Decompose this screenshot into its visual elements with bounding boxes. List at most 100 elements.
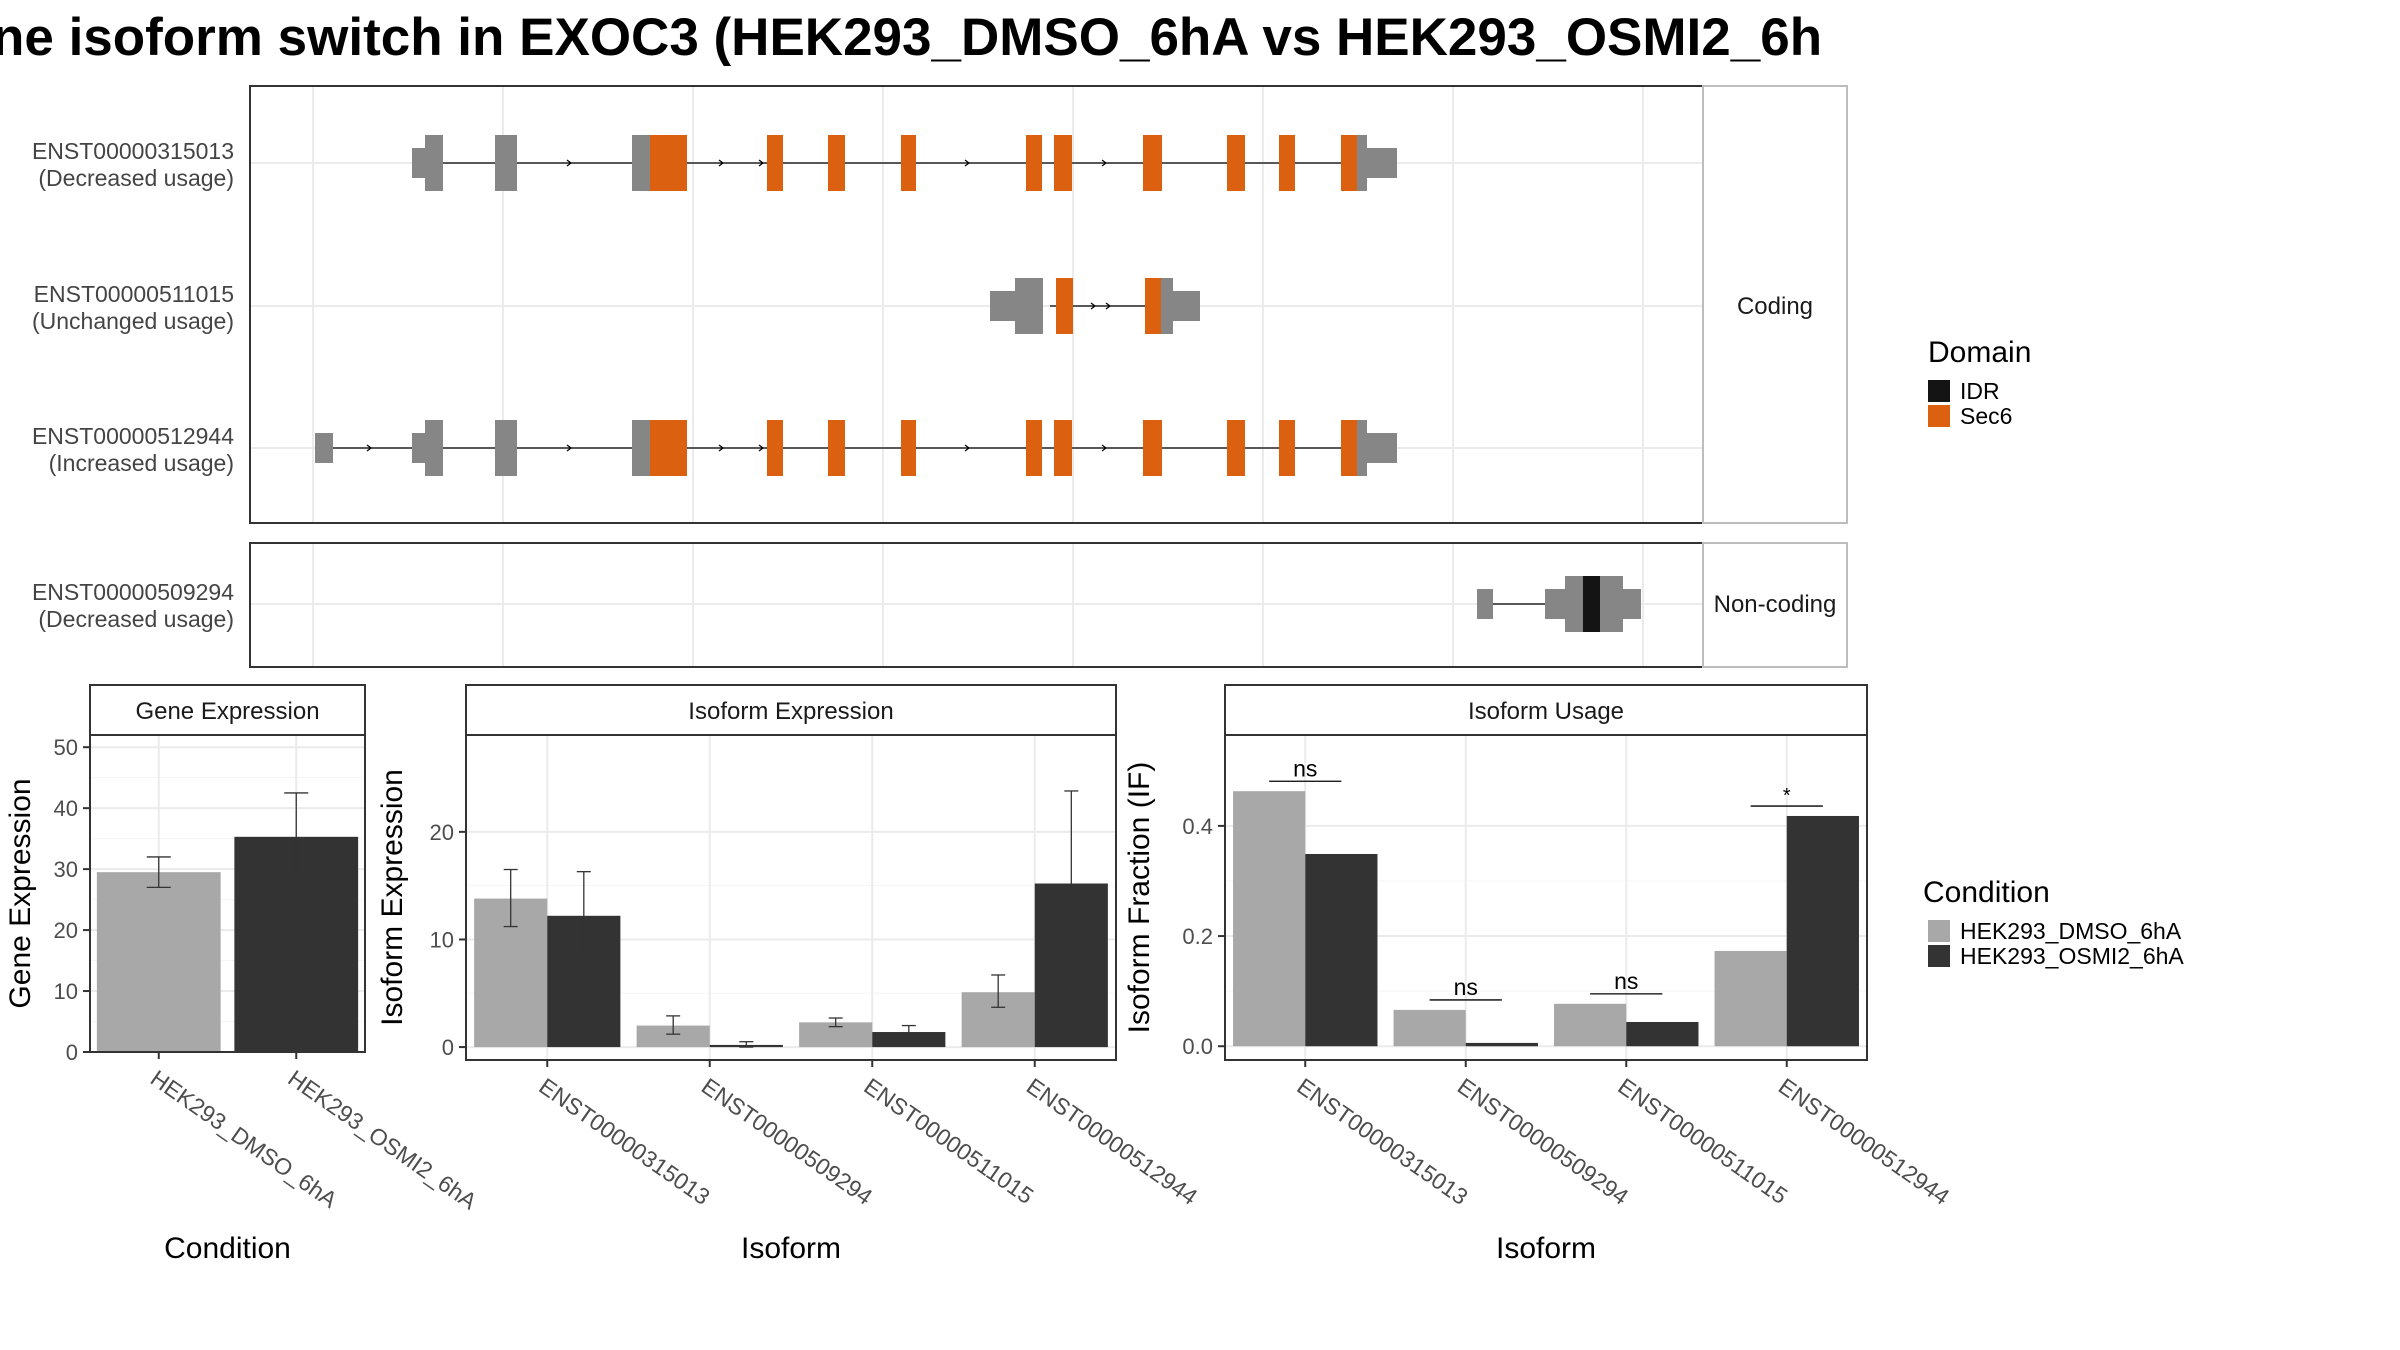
legend-swatch-osmi2 bbox=[1928, 945, 1950, 967]
sec6-domain-exon bbox=[1227, 420, 1245, 476]
exon bbox=[1565, 576, 1583, 632]
direction-arrow bbox=[1090, 302, 1096, 310]
facet-strip-label: Non-coding bbox=[1714, 591, 1837, 618]
legend-swatch-sec6 bbox=[1928, 405, 1950, 427]
direction-arrow bbox=[964, 444, 970, 452]
exon bbox=[1545, 589, 1565, 619]
direction-arrow bbox=[1101, 444, 1107, 452]
bar-osmi2 bbox=[1626, 1021, 1699, 1047]
sec6-domain-exon bbox=[767, 135, 783, 191]
y-tick-label: 40 bbox=[54, 796, 78, 821]
isoform-usage-label: (Unchanged usage) bbox=[32, 308, 234, 334]
facet-strip-label: Isoform Expression bbox=[688, 698, 893, 725]
y-axis-title: Gene Expression bbox=[4, 778, 37, 1008]
sec6-domain-exon bbox=[1056, 278, 1073, 334]
direction-arrow bbox=[718, 159, 724, 167]
sec6-domain-exon bbox=[1341, 420, 1357, 476]
exon bbox=[1015, 278, 1043, 334]
exon bbox=[1477, 589, 1493, 619]
bar-dmso bbox=[636, 1025, 710, 1048]
bar-dmso bbox=[1554, 1003, 1627, 1047]
sec6-domain-exon bbox=[901, 135, 916, 191]
y-tick-label: 0.2 bbox=[1182, 924, 1213, 949]
facet-strip bbox=[1702, 542, 1848, 668]
bar-dmso bbox=[1393, 1009, 1466, 1047]
y-tick-label: 10 bbox=[54, 979, 78, 1004]
bar-osmi2 bbox=[1305, 853, 1378, 1047]
x-tick-label: ENST00000315013 bbox=[534, 1073, 714, 1210]
facet-strip bbox=[1702, 85, 1848, 524]
y-tick-label: 10 bbox=[430, 927, 454, 952]
sec6-domain-exon bbox=[1145, 278, 1161, 334]
isoform-id-label: ENST00000509294 bbox=[32, 579, 234, 605]
direction-arrow bbox=[566, 444, 572, 452]
isoform-id-label: ENST00000511015 bbox=[34, 281, 234, 307]
exon bbox=[1367, 148, 1397, 178]
facet-strip-label: Isoform Usage bbox=[1468, 698, 1624, 725]
sec6-domain-exon bbox=[901, 420, 916, 476]
sec6-domain-exon bbox=[767, 420, 783, 476]
facet-strip-label: Coding bbox=[1737, 293, 1813, 320]
legend-label-idr: IDR bbox=[1960, 378, 2000, 404]
x-axis-title: Isoform bbox=[1496, 1232, 1596, 1265]
exon bbox=[315, 433, 333, 463]
exon bbox=[425, 135, 443, 191]
direction-arrow bbox=[1101, 159, 1107, 167]
gene-structure-plot: ENST00000315013(Decreased usage)ENST0000… bbox=[32, 85, 1848, 668]
condition-legend: Condition HEK293_DMSO_6hA HEK293_OSMI2_6… bbox=[1923, 876, 2184, 969]
bar-dmso bbox=[96, 872, 221, 1052]
direction-arrow bbox=[718, 444, 724, 452]
x-tick-label: ENST00000512944 bbox=[1774, 1073, 1955, 1210]
exon bbox=[1623, 589, 1641, 619]
isoform-id-label: ENST00000512944 bbox=[32, 423, 234, 449]
x-tick-label: ENST00000511015 bbox=[859, 1073, 1038, 1209]
sec6-domain-exon bbox=[1143, 135, 1162, 191]
exon bbox=[1600, 576, 1623, 632]
sec6-domain-exon bbox=[1026, 420, 1042, 476]
direction-arrow bbox=[758, 159, 764, 167]
exon bbox=[1357, 135, 1367, 191]
exon bbox=[495, 135, 517, 191]
exon bbox=[1171, 291, 1200, 321]
sec6-domain-exon bbox=[1227, 135, 1245, 191]
legend-swatch-idr bbox=[1928, 380, 1950, 402]
y-tick-label: 50 bbox=[54, 735, 78, 760]
sec6-domain-exon bbox=[1026, 135, 1042, 191]
y-tick-label: 0 bbox=[66, 1040, 78, 1065]
domain-legend: Domain IDR Sec6 bbox=[1928, 336, 2031, 429]
legend-swatch-dmso bbox=[1928, 920, 1950, 942]
direction-arrow bbox=[366, 444, 372, 452]
bar-osmi2 bbox=[872, 1032, 946, 1048]
domain-legend-title: Domain bbox=[1928, 336, 2031, 369]
significance-label: ns bbox=[1614, 968, 1638, 994]
y-tick-label: 0.4 bbox=[1182, 814, 1213, 839]
figure-title: ne isoform switch in EXOC3 (HEK293_DMSO_… bbox=[0, 8, 1822, 67]
x-tick-label: ENST00000509294 bbox=[1453, 1073, 1634, 1210]
direction-arrow bbox=[1105, 302, 1111, 310]
exon bbox=[632, 135, 652, 191]
bar-dmso bbox=[1714, 950, 1787, 1047]
facet-strip bbox=[1224, 684, 1868, 736]
sec6-domain-exon bbox=[1143, 420, 1162, 476]
isoform-usage-plot: ns ns ns * Isoform Usage 0.0 0.2 0.4 ENST0000031… bbox=[1123, 684, 1955, 1265]
direction-arrow bbox=[566, 159, 572, 167]
legend-label-sec6: Sec6 bbox=[1960, 403, 2012, 429]
bar-osmi2 bbox=[1465, 1042, 1538, 1047]
exon bbox=[1357, 420, 1367, 476]
sec6-domain-exon bbox=[650, 420, 687, 476]
significance-label: * bbox=[1783, 785, 1791, 807]
legend-label-dmso: HEK293_DMSO_6hA bbox=[1960, 918, 2182, 944]
y-tick-label: 0 bbox=[442, 1035, 454, 1060]
x-tick-label: ENST00000512944 bbox=[1022, 1073, 1203, 1210]
gene-panel-background bbox=[250, 86, 1703, 523]
exon bbox=[632, 420, 652, 476]
exon bbox=[1161, 278, 1173, 334]
sec6-domain-exon bbox=[1054, 420, 1072, 476]
idr-domain-exon bbox=[1583, 576, 1600, 632]
exon bbox=[1367, 433, 1397, 463]
exon bbox=[495, 420, 517, 476]
condition-legend-title: Condition bbox=[1923, 876, 2050, 909]
legend-label-osmi2: HEK293_OSMI2_6hA bbox=[1960, 943, 2184, 969]
isoform-usage-label: (Increased usage) bbox=[49, 450, 234, 476]
x-axis-title: Condition bbox=[164, 1232, 291, 1265]
